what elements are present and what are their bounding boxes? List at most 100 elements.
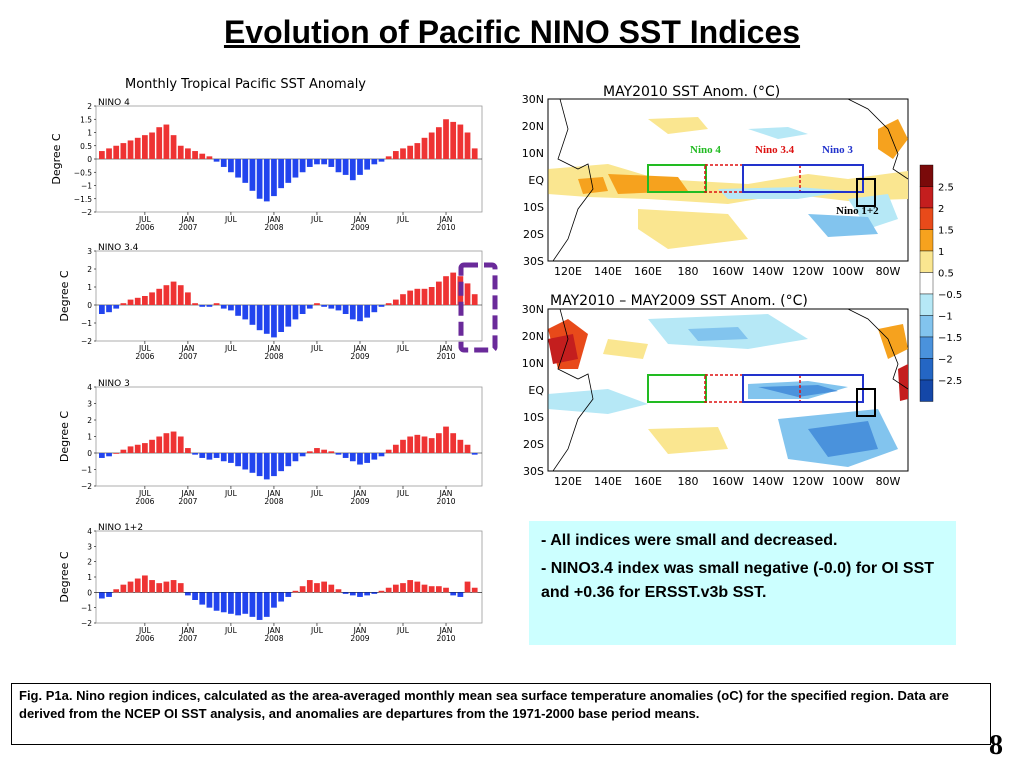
x-tick-label: JAN [180, 215, 194, 224]
y-tick-label: 4 [87, 383, 92, 392]
lon-label: 180 [678, 475, 699, 488]
lat-label: 10N [522, 147, 544, 160]
bar [220, 453, 227, 462]
bar [378, 159, 385, 162]
bar [278, 592, 284, 602]
y-tick-label: 2 [87, 558, 92, 567]
bar [149, 292, 155, 305]
x-tick-year: 2008 [264, 223, 283, 232]
y-tick-label: −2 [81, 482, 92, 491]
bar [392, 299, 399, 305]
bar [378, 453, 385, 457]
bar [414, 434, 421, 453]
bar [192, 151, 198, 159]
lat-label: 30S [523, 465, 544, 478]
bar [185, 448, 191, 453]
bar [335, 453, 342, 455]
x-tick-label: JAN [439, 344, 453, 353]
x-tick-label: JAN [353, 626, 367, 635]
bar [199, 153, 206, 159]
colorbar: 2.5 2 1.5 1 0.5 −0.5 −1 −1.5 −2 −2.5 [919, 164, 962, 402]
bar [220, 159, 227, 167]
bar [285, 592, 292, 597]
lon-label: 120E [554, 265, 582, 278]
x-tick-year: 2007 [178, 223, 197, 232]
page-number: 8 [989, 730, 1003, 761]
bar [106, 592, 112, 597]
x-tick-year: 2008 [264, 497, 283, 506]
y-axis-label: Degree C [50, 133, 63, 185]
bar [464, 444, 471, 453]
bar [428, 586, 435, 593]
lon-label: 160E [634, 265, 662, 278]
lat-label: 20S [523, 228, 544, 241]
note-2: - NINO3.4 index was small negative (-0.0… [541, 560, 935, 601]
bar [457, 124, 464, 159]
bar [421, 288, 428, 305]
colorbar-swatch [919, 358, 934, 381]
bar [421, 137, 428, 159]
bar [228, 305, 234, 311]
x-tick-label: JUL [224, 489, 238, 498]
x-tick-label: JUL [224, 626, 238, 635]
x-tick-label: JUL [310, 489, 324, 498]
bar [213, 303, 220, 305]
bar [328, 305, 335, 309]
bar [192, 303, 198, 305]
bar [357, 305, 363, 322]
lon-label: 100W [832, 265, 864, 278]
bar [328, 584, 335, 593]
bar [213, 592, 220, 611]
bar [407, 580, 414, 593]
bar [414, 288, 421, 305]
bar [163, 285, 170, 305]
bar [192, 453, 198, 455]
colorbar-label: 1.5 [938, 226, 954, 237]
x-tick-label: JUL [138, 626, 152, 635]
bar [263, 305, 270, 334]
bar [142, 443, 148, 453]
bar [321, 305, 327, 307]
bar [371, 159, 378, 165]
bar [471, 453, 478, 455]
lon-label: 160E [634, 475, 662, 488]
colorbar-label: 2 [938, 204, 944, 215]
bar [134, 578, 141, 593]
bar [235, 305, 241, 316]
y-tick-label: 1.5 [80, 115, 92, 124]
x-tick-label: JUL [310, 215, 324, 224]
bar [99, 151, 105, 159]
bar [400, 294, 406, 305]
bar [149, 580, 155, 593]
bar [314, 159, 320, 165]
colorbar-label: −2 [938, 355, 953, 366]
x-tick-year: 2006 [135, 223, 154, 232]
bar [263, 592, 270, 617]
y-tick-label: −0.5 [74, 168, 92, 177]
colorbar-swatch [919, 272, 934, 295]
bar [299, 159, 306, 173]
x-tick-year: 2009 [350, 634, 369, 643]
bar [220, 592, 227, 613]
lon-label: 140E [594, 265, 622, 278]
bar [120, 449, 127, 453]
bar [149, 439, 155, 453]
bar [263, 453, 270, 480]
bar [242, 159, 249, 183]
y-tick-label: −1 [81, 466, 92, 475]
bar [371, 305, 378, 313]
lat-label: 20S [523, 438, 544, 451]
x-tick-label: JAN [180, 626, 194, 635]
bar [335, 305, 342, 311]
bar [278, 453, 284, 472]
box-label-nino4: Nino 4 [690, 144, 721, 156]
bar [220, 305, 227, 309]
lon-label: 140E [594, 475, 622, 488]
bar [99, 453, 105, 458]
y-tick-label: −2 [81, 208, 92, 217]
bar [242, 453, 249, 470]
y-tick-label: 1 [87, 283, 92, 292]
bar [106, 148, 112, 159]
